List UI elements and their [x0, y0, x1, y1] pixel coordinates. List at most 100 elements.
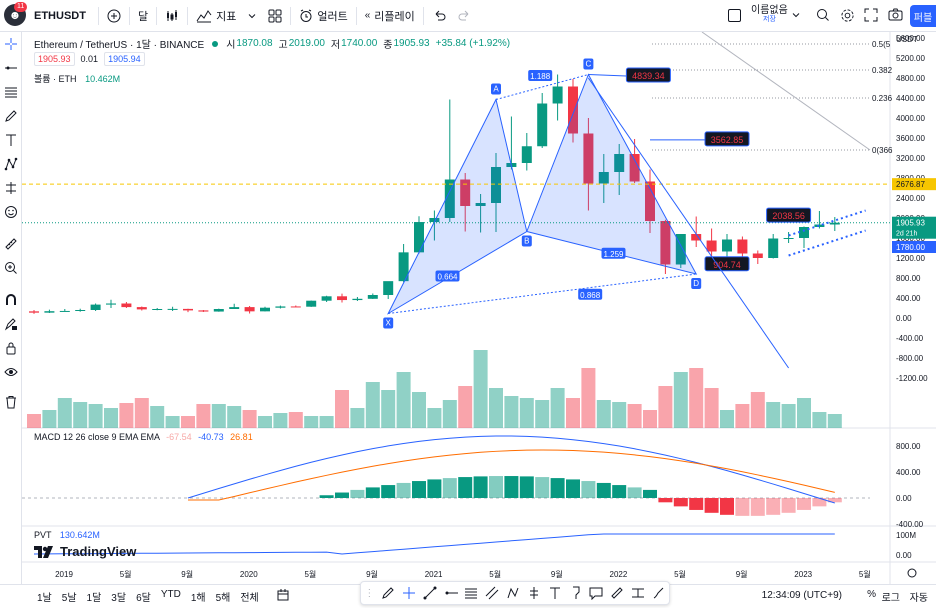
text-tool[interactable]	[0, 128, 22, 152]
long-position-icon[interactable]	[527, 586, 541, 600]
candle-down	[752, 253, 763, 258]
chart-settings-icon[interactable]	[907, 568, 917, 578]
trend-line-icon[interactable]	[423, 586, 437, 600]
range-button[interactable]: 6달	[136, 593, 151, 604]
chart-type-button[interactable]	[159, 0, 185, 32]
macd-histogram-bar	[596, 482, 611, 498]
trend-line[interactable]	[701, 32, 871, 151]
interval-button[interactable]: 달	[137, 10, 149, 23]
chevron-down-icon	[792, 13, 800, 18]
range-button[interactable]: 1날	[37, 593, 52, 604]
signal-line	[188, 449, 835, 501]
pattern-tool[interactable]	[0, 152, 22, 176]
symbol-search-button[interactable]: ETHUSDT	[34, 9, 86, 22]
auto-scale-button[interactable]: 자동	[909, 593, 928, 604]
projection-tool[interactable]	[0, 176, 22, 200]
snapshot-button[interactable]	[888, 8, 903, 25]
visibility-tool[interactable]	[0, 360, 22, 384]
user-avatar[interactable]: ☻ 11	[4, 1, 28, 28]
range-button[interactable]: 1해	[190, 593, 206, 604]
range-button[interactable]: 전체	[240, 593, 259, 604]
alert-button[interactable]: 얼러트	[293, 0, 353, 32]
drag-handle-icon[interactable]: ⋮	[364, 587, 375, 599]
price-callout-box[interactable]	[766, 207, 812, 223]
brush-tool[interactable]	[0, 104, 22, 128]
macd-histogram-bar	[473, 476, 488, 498]
tradingview-logo[interactable]: TradingView	[34, 544, 136, 559]
layout-button[interactable]: 이름없음 저장	[728, 6, 800, 24]
pattern-ratio-badge[interactable]	[528, 70, 553, 81]
pattern-icon	[4, 157, 18, 171]
macd-histogram-bar	[365, 487, 380, 498]
range-button[interactable]: 1달	[86, 593, 102, 604]
pattern-ratio-badge[interactable]	[435, 270, 460, 282]
text-icon[interactable]	[548, 586, 562, 600]
percent-scale-button[interactable]: %	[867, 589, 876, 600]
brush-alt-icon[interactable]	[652, 586, 666, 600]
fib-icon[interactable]	[464, 586, 478, 600]
parallel-channel-icon[interactable]	[485, 586, 499, 600]
range-button[interactable]: 3달	[111, 593, 127, 604]
redo-button[interactable]	[452, 0, 478, 32]
ask-price[interactable]: 1905.94	[104, 52, 145, 66]
replay-button[interactable]: « 리플레이	[359, 0, 421, 32]
delete-drawings-tool[interactable]	[0, 390, 22, 414]
price-range-icon[interactable]	[631, 586, 645, 600]
pattern-point-label[interactable]	[583, 58, 594, 70]
pattern-point-label[interactable]	[691, 278, 702, 289]
callout-icon[interactable]	[589, 586, 603, 600]
lock-tool[interactable]	[0, 336, 22, 360]
descending-line[interactable]	[587, 77, 790, 369]
symbol-legend: Ethereum / TetherUS · 1달 · BINANCE 시 1870…	[34, 36, 510, 51]
time-axis-label: 5월	[304, 569, 316, 579]
pattern-icon[interactable]	[506, 586, 520, 600]
crosshair-icon[interactable]	[402, 586, 416, 600]
crosshair-tool[interactable]	[0, 32, 22, 56]
icon-tool[interactable]	[0, 200, 22, 224]
candle-up	[598, 172, 609, 184]
templates-button[interactable]	[262, 0, 288, 32]
pattern-point-letter: X	[386, 319, 392, 328]
chart-area[interactable]: 5600.00 5200.00 4800.00 4400.00 4000.00 3600.…	[22, 32, 936, 584]
pattern-point-label[interactable]	[491, 83, 501, 95]
indicators-dropdown[interactable]	[242, 0, 262, 32]
range-button[interactable]: 5해	[215, 593, 231, 604]
harmonic-triangle-bcd[interactable]	[526, 73, 698, 275]
log-scale-button[interactable]: 로그	[881, 593, 900, 604]
goto-date-button[interactable]	[272, 589, 294, 604]
magnet-tool[interactable]	[0, 288, 22, 312]
brush-icon[interactable]	[381, 586, 395, 600]
price-callout-box[interactable]	[704, 131, 750, 147]
pattern-point-label[interactable]	[383, 317, 394, 329]
range-button[interactable]: YTD	[160, 589, 181, 600]
clock[interactable]: 12:34:09 (UTC+9)	[761, 590, 842, 601]
spacer	[0, 224, 21, 232]
range-button[interactable]: 5날	[61, 593, 77, 604]
undo-button[interactable]	[426, 0, 452, 32]
pattern-point-label[interactable]	[521, 235, 532, 247]
fullscreen-button[interactable]	[864, 8, 878, 25]
macd-histogram-bar	[504, 476, 519, 498]
pattern-ratio-badge[interactable]	[601, 247, 626, 259]
lock-drawings-tool[interactable]	[0, 312, 22, 336]
pattern-ratio-badge[interactable]	[578, 288, 603, 300]
settings-button[interactable]	[840, 8, 855, 26]
high-value: 2019.00	[288, 38, 325, 49]
zoom-in-tool[interactable]	[0, 256, 22, 280]
ray-icon[interactable]	[444, 586, 458, 600]
fib-tool[interactable]	[0, 80, 22, 104]
search-button[interactable]	[816, 8, 830, 25]
price-callout-box[interactable]	[625, 67, 671, 83]
bid-price[interactable]: 1905.93	[34, 52, 75, 66]
macd-axis-label: -400.00	[896, 520, 924, 529]
chart-canvas[interactable]: 5600.00 5200.00 4800.00 4400.00 4000.00 3600.…	[22, 32, 936, 584]
indicators-button[interactable]: 지표	[190, 0, 242, 32]
measure-tool[interactable]	[0, 232, 22, 256]
trend-line-tool[interactable]	[0, 56, 22, 80]
volume-bar	[473, 350, 488, 428]
publish-button[interactable]: 퍼블	[910, 5, 936, 27]
compare-symbol-button[interactable]	[101, 0, 127, 32]
ruler-icon[interactable]	[610, 586, 624, 600]
pin-icon[interactable]	[568, 586, 582, 600]
price-callout-box[interactable]	[704, 256, 750, 272]
